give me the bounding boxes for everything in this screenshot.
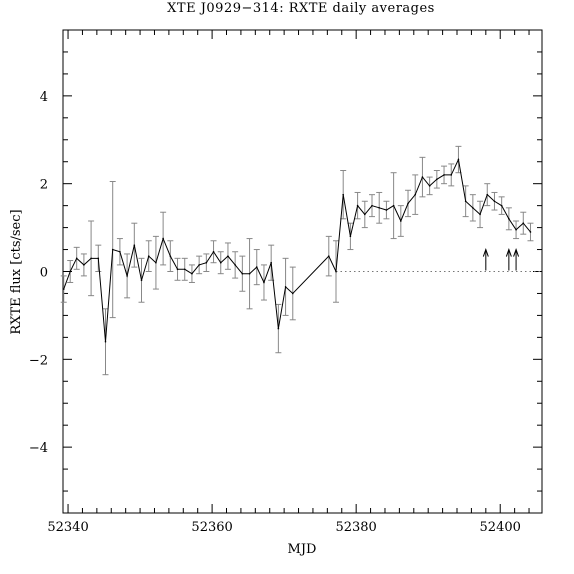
data-point [291, 292, 294, 295]
data-point [155, 261, 157, 264]
data-point [126, 275, 128, 277]
data-point [147, 255, 150, 257]
data-point [212, 250, 215, 253]
data-point [335, 270, 337, 273]
data-point [407, 202, 409, 205]
x-axis: 52340 52360 52380 52400 [47, 30, 530, 535]
data-point [198, 264, 200, 266]
data-point [263, 281, 265, 284]
data-point [62, 288, 65, 290]
data-point [104, 340, 107, 343]
data-point [111, 248, 114, 251]
arrow-markers [482, 248, 520, 271]
x-axis-label: MJD [288, 542, 317, 557]
data-point [421, 176, 424, 178]
arrow-head [505, 248, 512, 257]
data-point [450, 174, 453, 176]
x-tick-label: 52360 [191, 520, 232, 535]
data-point [284, 286, 287, 288]
y-tick-label: 2 [40, 178, 48, 193]
data-point [414, 193, 417, 196]
data-point [97, 257, 100, 260]
data-point [457, 158, 460, 161]
data-point [479, 213, 481, 216]
data-point [205, 261, 208, 264]
data-point [529, 231, 532, 233]
y-tick-label: 4 [40, 90, 48, 105]
data-point [83, 264, 85, 266]
plot-frame [62, 29, 543, 514]
data-point [169, 255, 172, 257]
series-line [63, 157, 531, 342]
data-point [428, 185, 431, 187]
data-point [356, 204, 359, 207]
x-tick-label: 52340 [47, 520, 88, 535]
data-point [493, 200, 496, 203]
data-point [508, 218, 510, 220]
data-point [515, 228, 517, 231]
data-point [349, 235, 352, 238]
y-axis-label: RXTE flux [cts/sec] [9, 209, 24, 334]
y-tick-label: 0 [40, 266, 48, 281]
data-point [436, 178, 438, 181]
data-point [270, 261, 272, 264]
x-tick-label: 52400 [480, 520, 521, 535]
data-point [162, 237, 164, 240]
data-point [378, 207, 381, 209]
data-point [400, 220, 402, 222]
data-point [472, 207, 474, 209]
data-point [385, 209, 388, 211]
data-point [392, 204, 395, 207]
data-point [241, 272, 244, 275]
data-point [371, 204, 373, 207]
arrow-head [513, 248, 520, 257]
data-point [277, 327, 280, 330]
data-point [227, 255, 229, 257]
data-point [443, 174, 445, 176]
data-point [69, 270, 72, 273]
data-point [219, 261, 222, 264]
data-point [327, 255, 330, 257]
data-point [500, 204, 503, 207]
data-point [234, 264, 236, 266]
data-point [342, 193, 344, 196]
data-point [364, 213, 366, 216]
data-point [191, 272, 193, 275]
data-point [133, 244, 136, 246]
y-tick-label: −2 [29, 353, 48, 368]
data-point [176, 268, 179, 271]
y-tick-label: −4 [29, 441, 48, 456]
data-point [90, 257, 92, 260]
data-point [75, 257, 78, 260]
data-point [255, 266, 258, 268]
chart-title: XTE J0929−314: RXTE daily averages [167, 1, 435, 16]
data-point [464, 200, 467, 203]
data-point [119, 250, 121, 253]
data-point [486, 193, 489, 196]
data-point [522, 222, 525, 224]
data-point [183, 268, 186, 271]
data-point [248, 272, 251, 275]
x-tick-label: 52380 [335, 520, 376, 535]
data-points [62, 158, 532, 343]
data-point [140, 279, 143, 282]
arrow-head [482, 248, 489, 257]
